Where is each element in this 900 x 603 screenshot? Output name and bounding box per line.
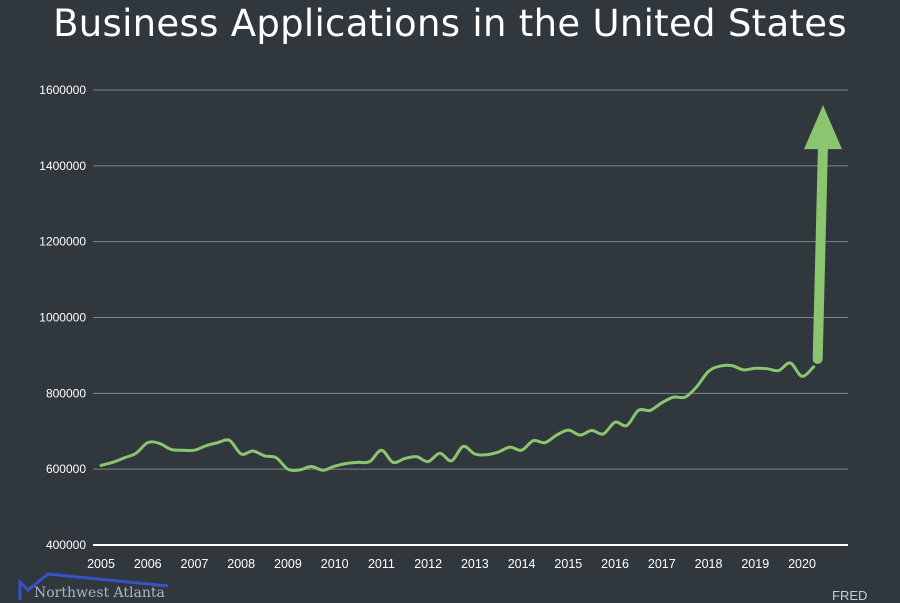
series-line [99, 361, 816, 472]
data-point [368, 460, 371, 463]
data-point [228, 439, 231, 442]
y-tick-label: 400000 [46, 538, 86, 552]
data-point [217, 441, 219, 444]
x-tick-label: 2015 [554, 557, 582, 571]
data-point [590, 429, 593, 432]
data-point [579, 434, 581, 436]
data-point [403, 457, 406, 460]
data-point [427, 460, 429, 463]
y-tick-label: 1200000 [39, 235, 86, 249]
x-tick-label: 2014 [508, 557, 536, 571]
data-point [474, 453, 476, 455]
logo-text: Northwest Atlanta [34, 585, 165, 601]
data-point [672, 396, 675, 398]
growth-arrow-shaft [812, 138, 829, 364]
chart-title: Business Applications in the United Stat… [53, 2, 847, 45]
data-point [333, 465, 336, 467]
data-point [661, 402, 663, 404]
x-tick-label: 2019 [741, 557, 769, 571]
data-point [322, 469, 324, 472]
data-point [298, 469, 301, 471]
data-point [158, 442, 161, 445]
data-point [380, 449, 383, 452]
data-point [509, 446, 511, 448]
data-point [146, 441, 149, 444]
x-tick-label: 2011 [368, 557, 395, 571]
growth-arrow-head [804, 105, 843, 150]
data-point [497, 451, 500, 453]
data-point [193, 449, 196, 452]
data-point [123, 456, 126, 459]
data-point [439, 452, 441, 455]
company-logo [18, 572, 169, 600]
data-point [345, 462, 348, 465]
data-point [555, 434, 558, 436]
data-point [170, 448, 172, 451]
data-point [684, 396, 686, 398]
data-point [287, 468, 289, 470]
x-tick-label: 2010 [321, 557, 349, 571]
data-point [485, 453, 488, 456]
data-point [602, 433, 605, 435]
y-tick-label: 1000000 [39, 311, 86, 325]
data-point [742, 369, 745, 371]
data-point [450, 460, 453, 462]
data-point [731, 364, 733, 367]
data-point [789, 362, 792, 364]
x-tick-label: 2013 [461, 557, 489, 571]
data-point [567, 429, 570, 431]
data-point [766, 367, 768, 370]
x-tick-label: 2017 [648, 557, 676, 571]
x-tick-label: 2020 [788, 557, 816, 571]
data-point [719, 365, 722, 367]
data-point [100, 464, 102, 467]
data-point [240, 453, 242, 455]
y-tick-label: 600000 [46, 462, 86, 476]
data-point [637, 409, 640, 412]
data-point [649, 409, 651, 412]
x-tick-label: 2018 [695, 557, 723, 571]
data-point [135, 452, 137, 455]
data-point [310, 465, 313, 468]
y-tick-label: 800000 [46, 386, 86, 400]
data-point [707, 370, 710, 373]
x-tick-label: 2006 [134, 557, 162, 571]
data-point [462, 445, 464, 448]
data-point [754, 367, 757, 370]
data-point [544, 441, 546, 444]
x-tick-label: 2012 [414, 557, 442, 571]
x-tick-label: 2009 [274, 557, 302, 571]
y-tick-label: 1600000 [39, 83, 86, 97]
data-point [392, 461, 394, 464]
data-point [801, 375, 803, 378]
data-point [696, 385, 698, 388]
data-point [532, 439, 535, 442]
source-label: FRED [832, 588, 868, 603]
data-point [777, 369, 780, 372]
data-point [812, 365, 815, 368]
x-tick-label: 2008 [227, 557, 255, 571]
data-point [252, 450, 254, 452]
y-tick-label: 1400000 [39, 159, 86, 173]
data-point [111, 461, 114, 464]
data-point [520, 449, 523, 452]
data-point [181, 449, 184, 452]
x-tick-label: 2005 [87, 557, 115, 571]
x-tick-label: 2016 [601, 557, 629, 571]
data-point [614, 421, 616, 423]
data-point [357, 461, 359, 464]
x-tick-label: 2007 [181, 557, 209, 571]
data-point [205, 444, 207, 447]
data-point [275, 456, 278, 459]
data-point [625, 424, 628, 427]
data-point [263, 455, 266, 457]
data-point [415, 455, 418, 458]
